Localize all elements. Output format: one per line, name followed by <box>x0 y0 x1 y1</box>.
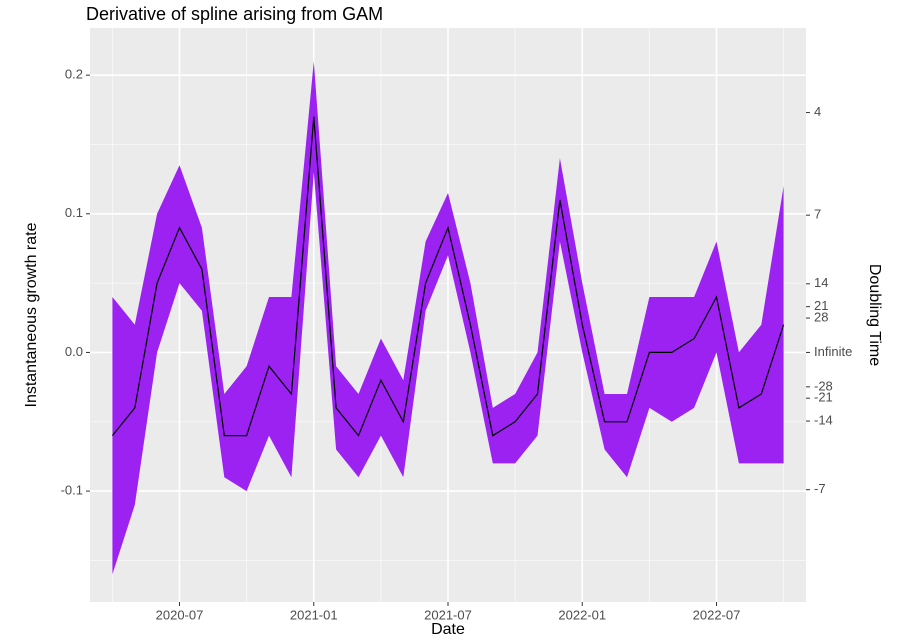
y2-tick-label: 7 <box>814 207 821 222</box>
x-axis-label: Date <box>431 621 465 638</box>
y2-tick-label: 21 <box>814 298 828 313</box>
x-tick-label: 2021-07 <box>424 607 472 622</box>
y-tick-label: 0.0 <box>65 344 83 359</box>
y2-tick-label: -28 <box>814 378 833 393</box>
y2-tick-label: 28 <box>814 309 828 324</box>
y-tick-label: 0.2 <box>65 67 83 82</box>
y2-axis-label: Doubling Time <box>866 264 883 366</box>
y-tick-label: -0.1 <box>61 483 83 498</box>
estimate-line <box>111 116 785 437</box>
y2-tick-label: 4 <box>814 104 821 119</box>
x-tick-label: 2020-07 <box>156 607 204 622</box>
axes: -0.1 0.0 0.1 0.2 2020-07 2021-01 2021-07 2022-0… <box>61 67 853 623</box>
y2-tick-label: -21 <box>814 390 833 405</box>
x-tick-label: 2021-01 <box>290 607 338 622</box>
marks <box>111 61 785 575</box>
y-tick-label: 0.1 <box>65 205 83 220</box>
y2-tick-label: 14 <box>814 275 828 290</box>
x-tick-label: 2022-01 <box>558 607 606 622</box>
x-tick-label: 2022-07 <box>693 607 741 622</box>
y-axis-label: Instantaneous growth rate <box>23 222 40 407</box>
confidence-band <box>112 61 784 575</box>
y2-tick-label: -7 <box>814 481 826 496</box>
chart-title: Derivative of spline arising from GAM <box>86 4 383 24</box>
y2-tick-label: -14 <box>814 413 833 428</box>
y2-tick-label: Infinite <box>814 344 852 359</box>
